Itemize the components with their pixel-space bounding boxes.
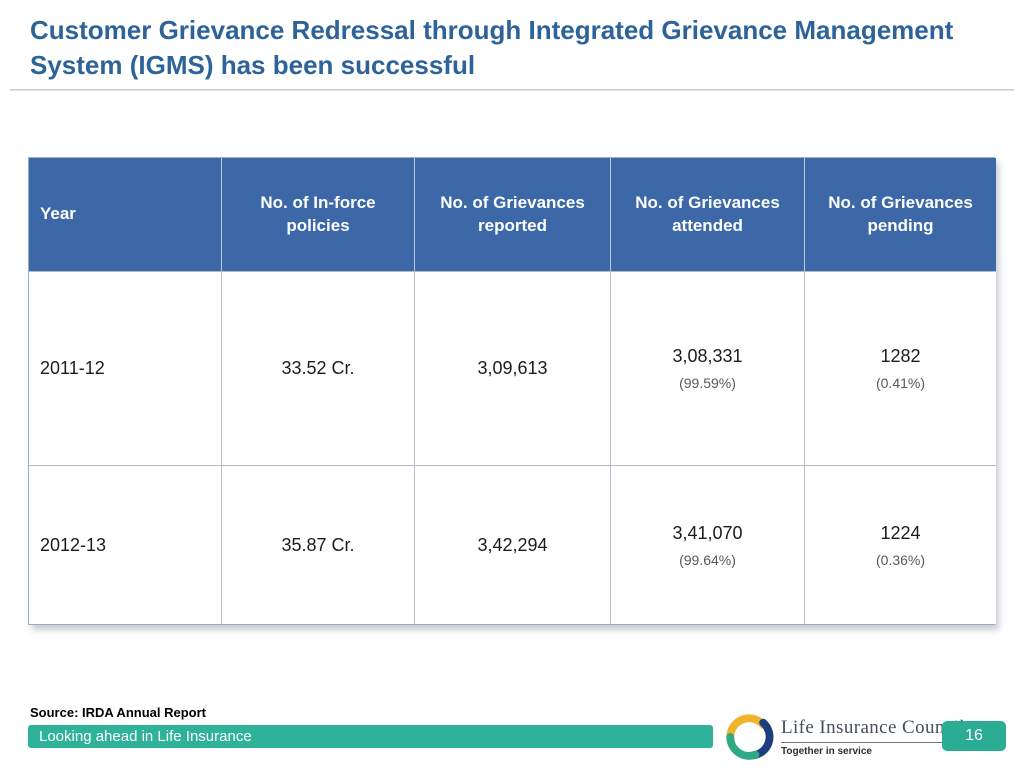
council-text-block: Life Insurance Council Together in servi… bbox=[781, 717, 946, 757]
cell-inforce-2011-12: 33.52 Cr. bbox=[222, 271, 415, 465]
page-title: Customer Grievance Redressal through Int… bbox=[30, 13, 990, 83]
source-note: Source: IRDA Annual Report bbox=[30, 705, 206, 720]
table-header-reported: No. of Grievances reported bbox=[415, 158, 611, 271]
cell-year-2011-12: 2011-12 bbox=[29, 271, 222, 465]
footer-tagline-bar: Looking ahead in Life Insurance bbox=[28, 725, 713, 748]
cell-pending-2012-13: 1224 (0.36%) bbox=[805, 465, 996, 624]
page-title-line1: Customer Grievance Redressal through Int… bbox=[30, 13, 990, 48]
pending-percent: (0.41%) bbox=[876, 375, 925, 391]
cell-year-2012-13: 2012-13 bbox=[29, 465, 222, 624]
attended-value: 3,41,070 bbox=[672, 523, 742, 544]
cell-attended-2012-13: 3,41,070 (99.64%) bbox=[611, 465, 805, 624]
pending-value: 1224 bbox=[880, 523, 920, 544]
cell-reported-2011-12: 3,09,613 bbox=[415, 271, 611, 465]
council-tagline: Together in service bbox=[781, 746, 946, 757]
grievance-table: Year No. of In-force policies No. of Gri… bbox=[28, 157, 995, 625]
attended-percent: (99.64%) bbox=[679, 552, 736, 568]
page-title-line2: System (IGMS) has been successful bbox=[30, 48, 990, 83]
cell-inforce-2012-13: 35.87 Cr. bbox=[222, 465, 415, 624]
table-header-year: Year bbox=[29, 158, 222, 271]
table-header-pending: No. of Grievances pending bbox=[805, 158, 996, 271]
council-name: Life Insurance Council bbox=[781, 717, 946, 743]
cell-pending-2011-12: 1282 (0.41%) bbox=[805, 271, 996, 465]
attended-percent: (99.59%) bbox=[679, 375, 736, 391]
page-number-badge: 16 bbox=[942, 721, 1006, 751]
table-header-inforce: No. of In-force policies bbox=[222, 158, 415, 271]
table-header-attended: No. of Grievances attended bbox=[611, 158, 805, 271]
life-insurance-council-logo-icon bbox=[724, 711, 774, 761]
attended-value: 3,08,331 bbox=[672, 346, 742, 367]
cell-reported-2012-13: 3,42,294 bbox=[415, 465, 611, 624]
cell-attended-2011-12: 3,08,331 (99.59%) bbox=[611, 271, 805, 465]
pending-value: 1282 bbox=[880, 346, 920, 367]
title-divider bbox=[10, 89, 1014, 91]
pending-percent: (0.36%) bbox=[876, 552, 925, 568]
